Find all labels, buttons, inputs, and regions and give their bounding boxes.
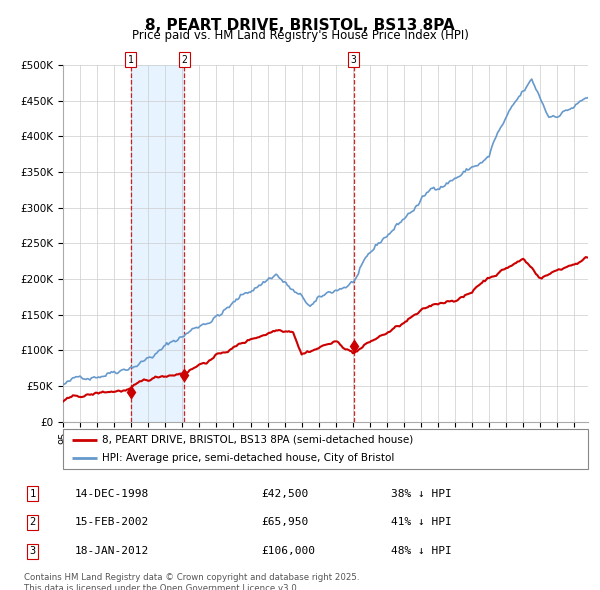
Text: £65,950: £65,950 — [261, 517, 308, 527]
Text: 1: 1 — [128, 55, 133, 65]
Text: 3: 3 — [350, 55, 356, 65]
FancyBboxPatch shape — [63, 429, 588, 469]
Text: 8, PEART DRIVE, BRISTOL, BS13 8PA (semi-detached house): 8, PEART DRIVE, BRISTOL, BS13 8PA (semi-… — [103, 435, 413, 445]
Text: £106,000: £106,000 — [261, 546, 315, 556]
Text: 48% ↓ HPI: 48% ↓ HPI — [391, 546, 451, 556]
Text: 18-JAN-2012: 18-JAN-2012 — [75, 546, 149, 556]
Text: Contains HM Land Registry data © Crown copyright and database right 2025.
This d: Contains HM Land Registry data © Crown c… — [24, 573, 359, 590]
Text: 2: 2 — [29, 517, 36, 527]
Text: 8, PEART DRIVE, BRISTOL, BS13 8PA: 8, PEART DRIVE, BRISTOL, BS13 8PA — [145, 18, 455, 32]
Text: 38% ↓ HPI: 38% ↓ HPI — [391, 489, 451, 499]
Text: 15-FEB-2002: 15-FEB-2002 — [75, 517, 149, 527]
Text: 1: 1 — [29, 489, 36, 499]
Text: 3: 3 — [29, 546, 36, 556]
Text: £42,500: £42,500 — [261, 489, 308, 499]
Text: 14-DEC-1998: 14-DEC-1998 — [75, 489, 149, 499]
Text: HPI: Average price, semi-detached house, City of Bristol: HPI: Average price, semi-detached house,… — [103, 453, 395, 463]
Text: 2: 2 — [181, 55, 187, 65]
Text: Price paid vs. HM Land Registry's House Price Index (HPI): Price paid vs. HM Land Registry's House … — [131, 30, 469, 42]
Bar — [131, 65, 184, 422]
Text: 41% ↓ HPI: 41% ↓ HPI — [391, 517, 451, 527]
